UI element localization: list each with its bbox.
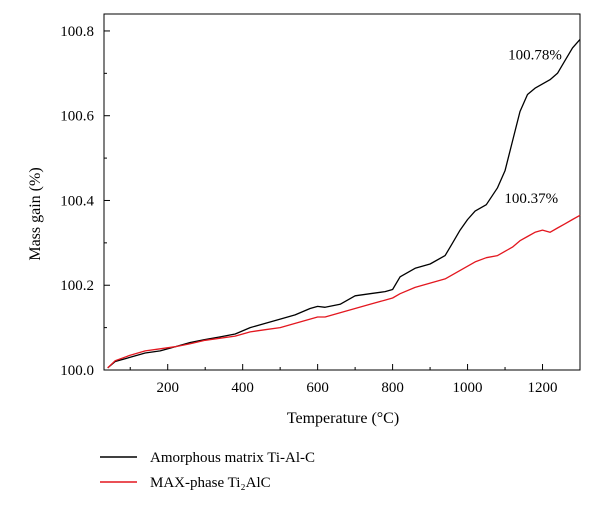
x-tick-label: 200 (156, 380, 179, 396)
plot-frame (103, 13, 581, 371)
series-line-0 (107, 38, 581, 369)
value-annotation: 100.78% (508, 47, 562, 63)
axes: 200 400 600 800 1000 1200 100.0 100.2 100.4 100.6… (60, 24, 581, 396)
x-tick-label: 1200 (528, 380, 558, 396)
series-line-1 (107, 214, 581, 369)
x-tick-label: 400 (231, 380, 254, 396)
y-tick-label: 100.2 (60, 278, 94, 294)
legend: Amorphous matrix Ti-Al-C MAX-phase Ti₂AlC (100, 450, 315, 491)
y-tick-label: 100.8 (60, 24, 94, 40)
legend-label: MAX-phase Ti₂AlC (150, 475, 271, 491)
y-tick-label: 100.6 (60, 109, 94, 125)
x-tick-label: 800 (381, 380, 404, 396)
value-annotation: 100.37% (504, 191, 558, 207)
y-tick-label: 100.4 (60, 193, 94, 209)
series-layer (107, 38, 581, 369)
x-tick-label: 600 (306, 380, 329, 396)
legend-label: Amorphous matrix Ti-Al-C (150, 450, 315, 466)
x-tick-label: 1000 (453, 380, 483, 396)
annotations: 100.78% 100.37% (504, 47, 561, 207)
plot-area (103, 13, 581, 371)
y-axis-label: Mass gain (%) (27, 167, 44, 260)
x-axis-label: Temperature (°C) (287, 410, 399, 427)
y-tick-label: 100.0 (60, 363, 94, 379)
